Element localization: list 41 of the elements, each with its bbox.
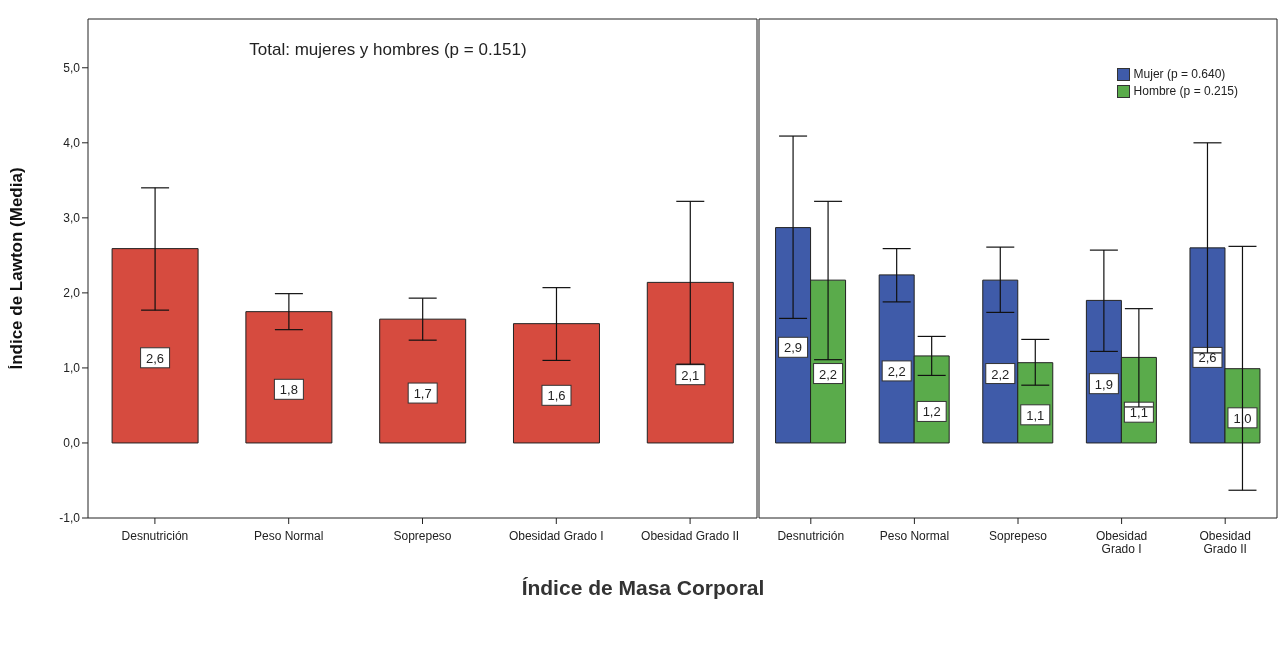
y-tick-label: 3,0	[63, 211, 81, 226]
x-tick-label: Desnutrición	[121, 529, 189, 543]
data-label: 1,2	[922, 404, 941, 420]
bar	[646, 281, 734, 444]
data-label: 2,6	[146, 350, 165, 366]
x-tick-label: Obesidad Grado II	[1199, 529, 1251, 556]
legend-label: Hombre (p = 0.215)	[1133, 83, 1238, 100]
bar	[111, 248, 199, 444]
x-axis-title: Índice de Masa Corporal	[520, 576, 766, 600]
y-tick-label: 0,0	[63, 436, 81, 451]
data-label: 1,8	[279, 382, 298, 398]
data-label: 1,9	[1094, 376, 1113, 392]
x-tick-label: Obesidad Grado I	[508, 529, 604, 543]
data-label: 2,2	[991, 366, 1010, 382]
data-label: 1,1	[1026, 407, 1045, 423]
y-tick-label: 2,0	[63, 286, 81, 301]
data-label: 2,2	[819, 366, 838, 382]
data-label: 1,6	[547, 388, 566, 404]
x-tick-label: Peso Normal	[254, 529, 324, 543]
data-label: 1,1	[1129, 405, 1148, 421]
data-label: 2,6	[1198, 350, 1217, 366]
x-tick-label: Soprepeso	[393, 529, 452, 543]
x-tick-label: Peso Normal	[879, 529, 950, 543]
x-tick-label: Desnutrición	[777, 529, 845, 543]
y-tick-label: 1,0	[63, 361, 81, 376]
bar	[245, 311, 333, 444]
y-tick-label: 5,0	[63, 61, 81, 76]
data-label: 2,1	[681, 367, 700, 383]
data-label: 2,2	[887, 363, 906, 379]
y-tick-label: -1,0	[59, 511, 81, 526]
y-axis-title: Índice de Lawton (Media)	[7, 167, 27, 370]
bar	[512, 323, 600, 444]
x-tick-label: Obesidad Grado I	[1095, 529, 1148, 556]
x-tick-label: Soprepeso	[988, 529, 1048, 543]
data-label: 2,9	[784, 340, 803, 356]
y-tick-label: 4,0	[63, 136, 81, 151]
data-label: 1,7	[413, 386, 432, 402]
x-tick-label: Obesidad Grado II	[641, 529, 740, 543]
bar	[379, 318, 467, 444]
text: Total: mujeres y hombres (p = 0.151)	[248, 40, 528, 60]
legend-label: Mujer (p = 0.640)	[1133, 66, 1226, 83]
